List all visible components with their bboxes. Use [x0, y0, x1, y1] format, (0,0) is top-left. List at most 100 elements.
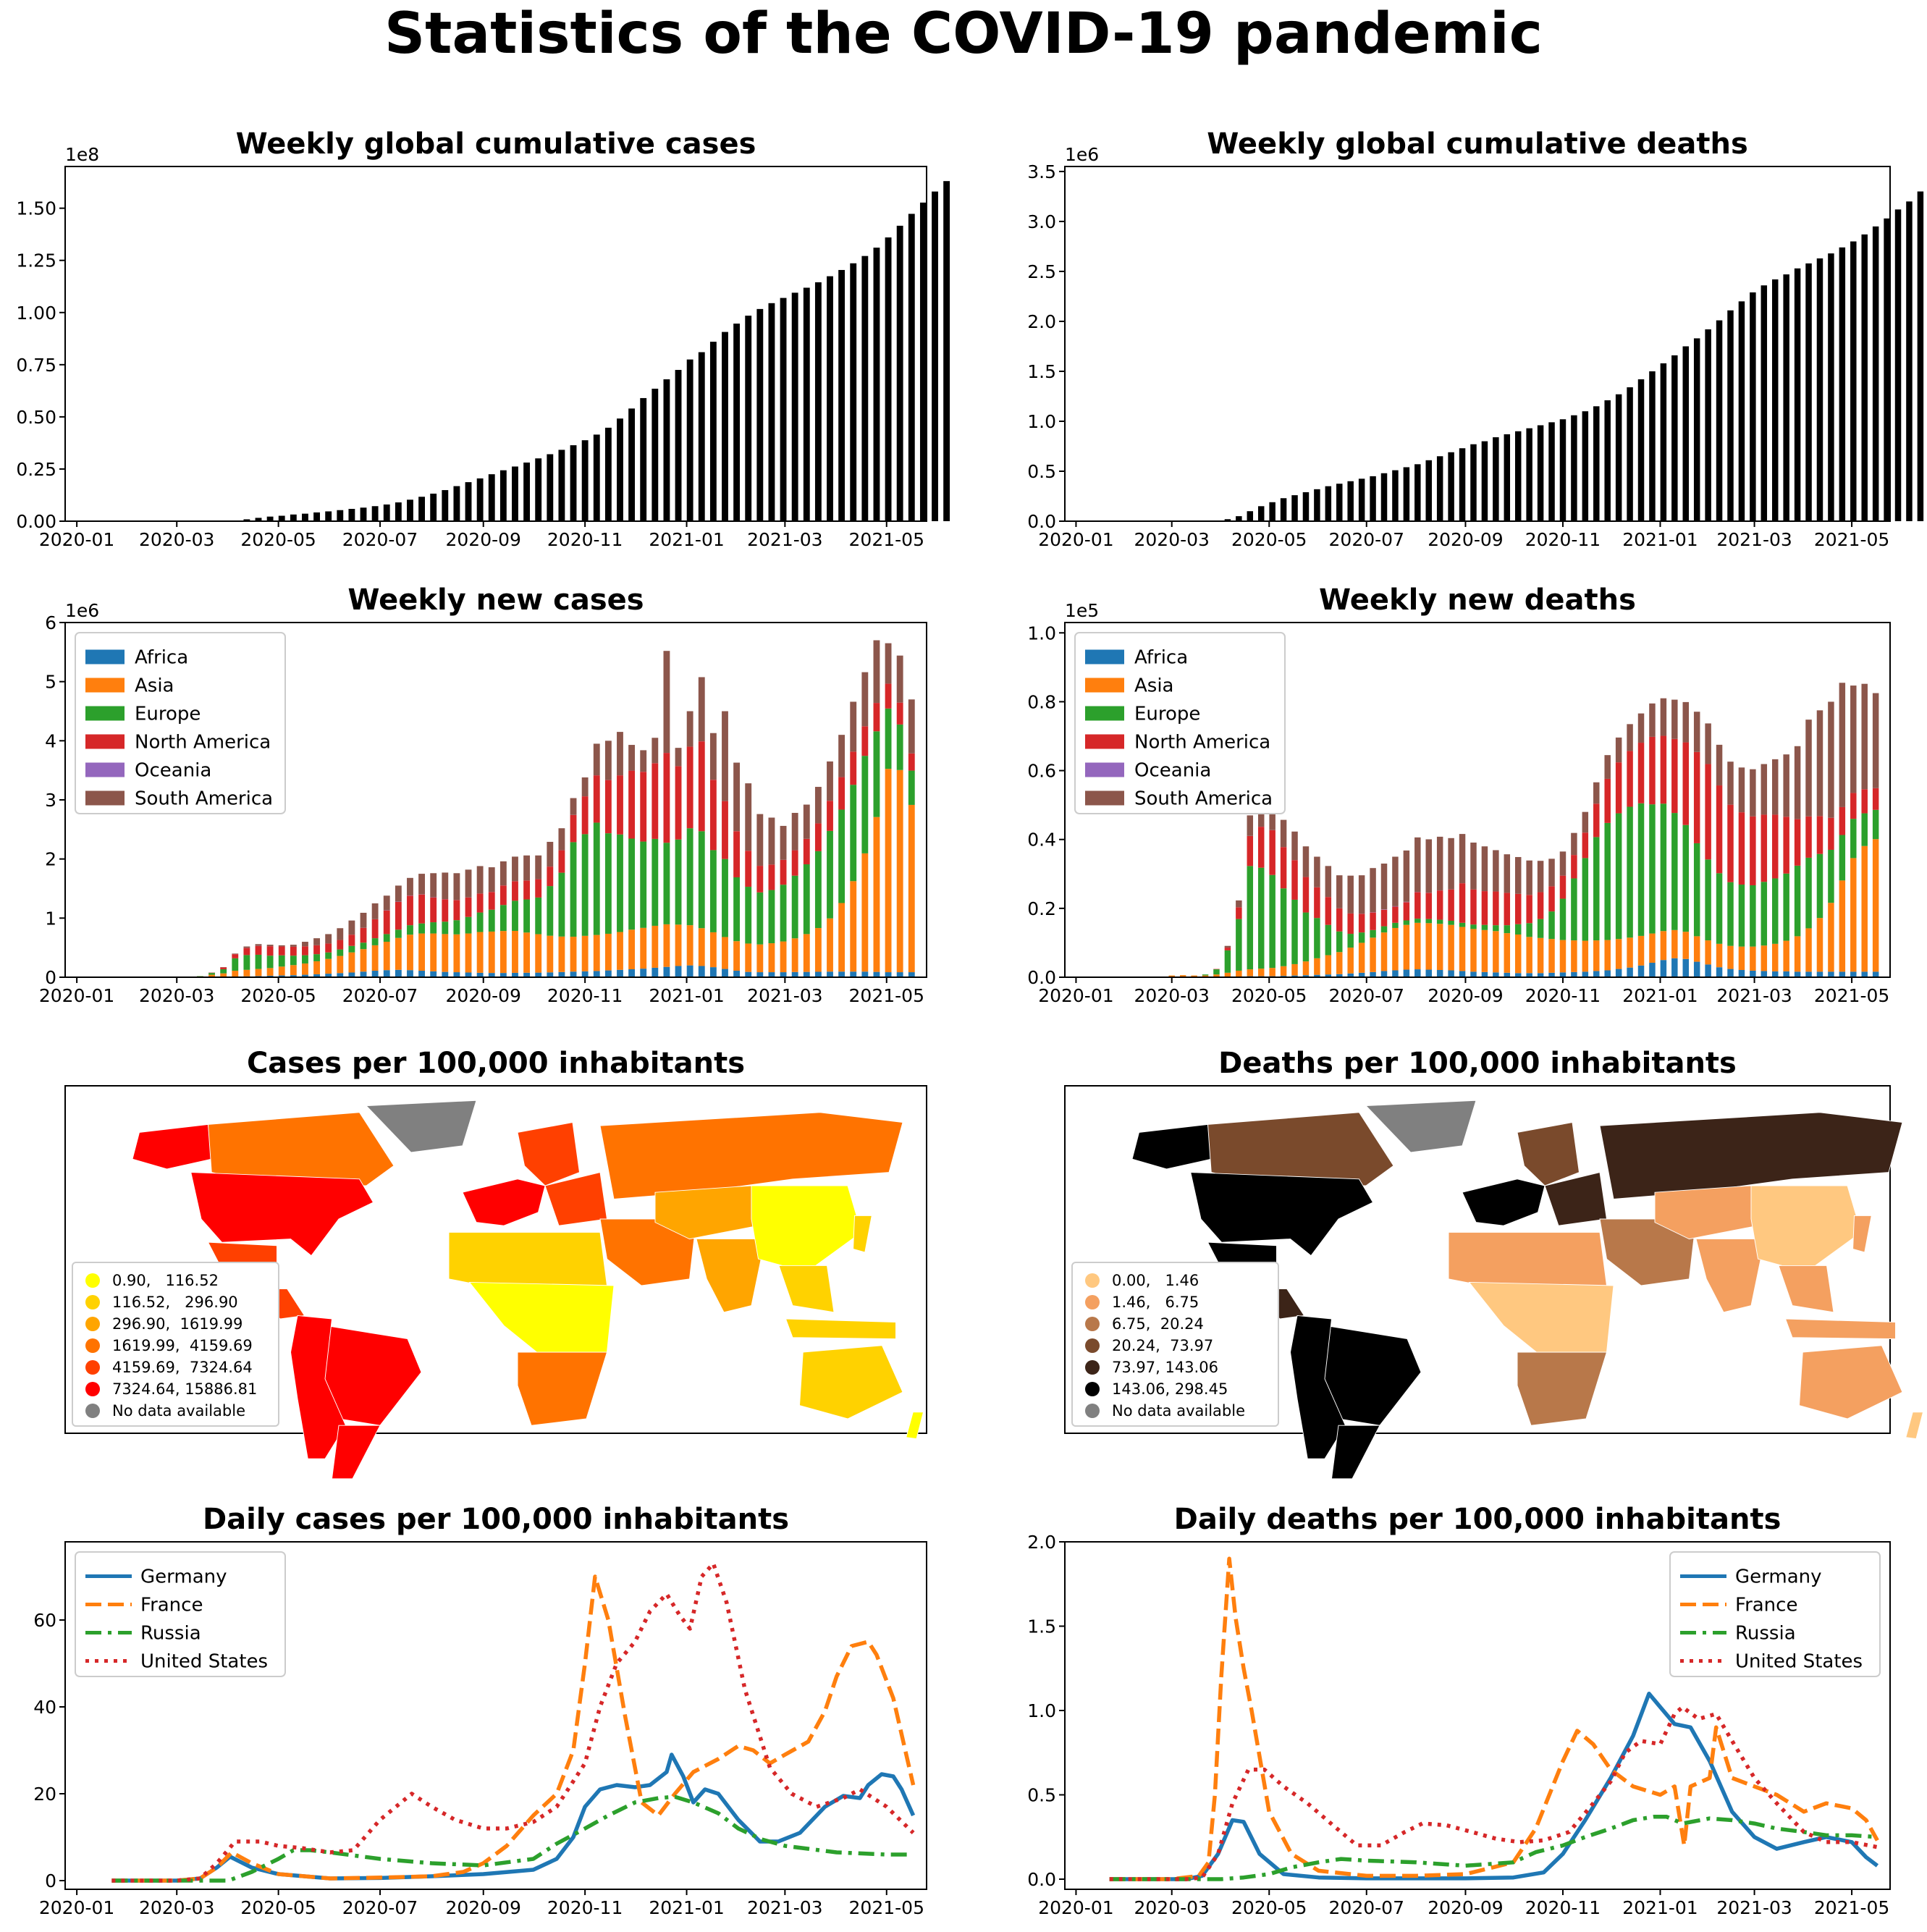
chart-new-deaths: Weekly new deaths 0.0 0.2 0.4 0.6 0.8 1.0 2020-… — [1027, 583, 1891, 1006]
x-tick-label: 2020-01 — [1038, 1897, 1113, 1918]
y-tick-label: 0.5 — [1027, 461, 1056, 482]
bar-segment-africa — [1805, 971, 1812, 977]
plot-frame — [64, 166, 927, 522]
chart-title: Weekly new deaths — [1319, 583, 1636, 617]
bar-segment-north-america — [558, 850, 565, 873]
bar-segment-north-america — [722, 801, 728, 859]
bar-segment-africa — [1593, 971, 1600, 977]
bar-segment-asia — [1481, 929, 1488, 972]
region-usa — [1190, 1172, 1374, 1257]
x-tick-label: 2021-05 — [849, 985, 924, 1006]
bar-segment-north-america — [652, 763, 659, 839]
bar-segment-north-america — [838, 777, 846, 810]
y-tick-label: 0.2 — [1027, 898, 1056, 919]
bar-segment-north-america — [547, 866, 554, 887]
bar-segment-europe — [232, 958, 239, 971]
bar-segment-europe — [1380, 926, 1388, 933]
bar-segment-africa — [1403, 969, 1410, 977]
region-western-europe — [1462, 1178, 1546, 1226]
bar-segment-south-america — [1872, 693, 1879, 788]
legend-label: 20.24, 73.97 — [1112, 1337, 1213, 1354]
bar-segment-north-america — [488, 892, 495, 910]
bar-segment-north-america — [1828, 817, 1834, 850]
plot-frame — [1064, 622, 1891, 978]
chart-daily-deaths: Daily deaths per 100,000 inhabitants 0.0 0… — [1027, 1503, 1891, 1918]
bar-segment-europe — [325, 952, 332, 959]
bar-segment-asia — [570, 937, 577, 972]
bar — [1671, 355, 1678, 521]
bar-segment-north-america — [1761, 814, 1768, 882]
bar — [1627, 387, 1633, 521]
bar-segment-europe — [628, 838, 636, 930]
bar-segment-asia — [442, 934, 449, 972]
bar-segment-europe — [1738, 885, 1745, 947]
bar-segment-south-america — [628, 745, 636, 771]
bar-segment-africa — [1548, 972, 1555, 977]
bar-segment-north-america — [243, 948, 250, 956]
bar-segment-asia — [488, 931, 495, 974]
bar-segment-south-america — [465, 869, 472, 898]
bar-segment-north-america — [1637, 743, 1645, 803]
bar — [570, 445, 577, 521]
bar-segment-europe — [1671, 813, 1678, 930]
bar-segment-north-america — [1493, 891, 1499, 926]
legend-swatch — [1085, 706, 1124, 721]
bar-segment-africa — [581, 971, 589, 977]
x-tick-label: 2021-05 — [849, 1897, 924, 1918]
bar-segment-south-america — [1593, 782, 1600, 804]
bar-segment-south-america — [1727, 762, 1734, 805]
bar-segment-north-america — [325, 943, 332, 953]
bar — [1894, 209, 1902, 521]
bar-segment-africa — [604, 970, 612, 977]
legend-swatch — [85, 1404, 100, 1418]
bar-segment-asia — [1336, 952, 1343, 974]
bar-segment-north-america — [407, 895, 413, 926]
bar-segment-south-america — [1716, 744, 1723, 785]
bar — [476, 478, 484, 521]
legend-swatch — [85, 1317, 100, 1331]
bar — [628, 408, 636, 521]
bar-segment-europe — [360, 942, 367, 950]
bar — [1358, 478, 1365, 521]
bar-segment-north-america — [593, 775, 600, 823]
bar-segment-south-america — [313, 938, 320, 945]
bar — [640, 397, 647, 521]
x-tick-label: 2020-11 — [1525, 529, 1601, 550]
region-alaska — [132, 1123, 212, 1170]
bar-segment-europe — [1872, 809, 1879, 840]
y-tick-label: 60 — [33, 1610, 56, 1631]
bar — [873, 248, 880, 521]
bar-segment-africa — [1604, 970, 1611, 977]
bar-segment-north-america — [1336, 908, 1343, 932]
bar-segment-europe — [1247, 866, 1254, 970]
bar-segment-europe — [1828, 849, 1834, 903]
bar — [1884, 218, 1890, 521]
bar-segment-europe — [1347, 934, 1354, 948]
legend-swatch — [1085, 1382, 1100, 1396]
bar — [827, 276, 833, 521]
bar-segment-europe — [278, 955, 285, 967]
plot-frame — [1064, 166, 1891, 522]
bar — [733, 324, 741, 521]
bar-segment-africa — [1537, 973, 1544, 977]
y-tick-label: 1.0 — [1027, 1700, 1056, 1721]
bar-segment-europe — [266, 956, 274, 969]
bar-segment-europe — [1750, 885, 1756, 947]
bar-segment-europe — [547, 886, 554, 936]
chart-title: Weekly global cumulative deaths — [1207, 127, 1748, 161]
bar — [1604, 400, 1611, 521]
bar-segment-north-america — [885, 683, 892, 709]
bar-segment-south-america — [803, 804, 810, 839]
y-tick-label: 20 — [33, 1784, 56, 1805]
bar-segment-north-america — [1392, 906, 1399, 923]
legend-label: Germany — [140, 1566, 227, 1588]
bar-segment-south-america — [1794, 746, 1801, 819]
bar-segment-north-america — [465, 897, 472, 917]
bar-segment-europe — [1291, 899, 1298, 964]
x-tick-label: 2020-09 — [446, 1897, 521, 1918]
bar — [348, 508, 355, 521]
bar-segment-europe — [383, 934, 390, 942]
bar-segment-africa — [838, 971, 846, 977]
x-tick-label: 2021-03 — [1716, 1897, 1792, 1918]
bar-segment-north-america — [348, 935, 355, 946]
